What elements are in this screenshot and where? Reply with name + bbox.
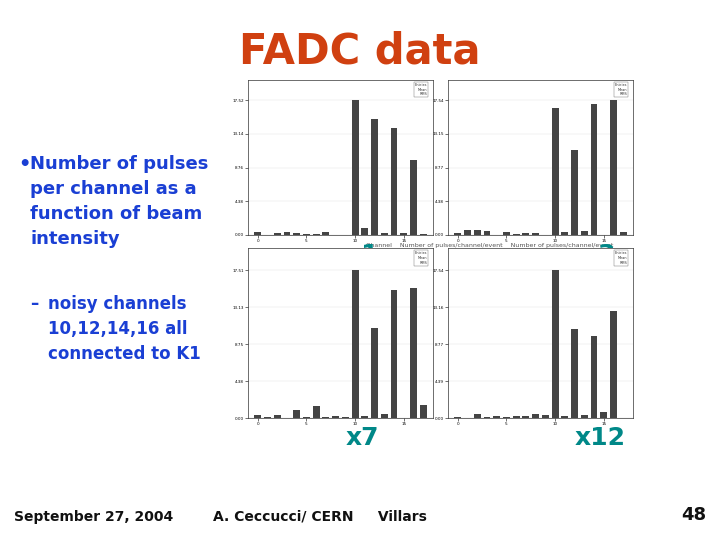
Text: –: – [30,295,38,313]
Bar [484,231,490,235]
Bar [342,417,348,418]
Bar [562,416,568,418]
Bar [542,415,549,418]
Bar [620,232,626,235]
Bar [284,232,290,235]
Bar [571,151,578,235]
Bar [361,416,368,418]
Bar [372,118,378,235]
Bar [552,270,559,418]
Bar [420,234,427,235]
Bar [264,417,271,418]
Bar [400,233,408,235]
Bar [474,230,481,235]
Bar [323,232,329,235]
Bar [474,414,481,418]
Bar [581,415,588,418]
Bar [513,416,520,418]
Text: Entries
Mean
RMS: Entries Mean RMS [615,252,627,265]
Bar [493,416,500,418]
Bar [351,100,359,235]
Text: Entries
Mean
RMS: Entries Mean RMS [415,83,428,96]
Bar [590,336,598,418]
Bar [523,233,529,235]
Bar [410,288,417,418]
Bar [571,329,578,418]
Text: x3: x3 [583,243,616,267]
Bar [600,412,607,418]
Bar [552,108,559,235]
Text: Entries
Mean
RMS: Entries Mean RMS [615,83,627,96]
Bar [351,270,359,418]
Text: Channel    Number of pulses/channel/event    Number of pulses/channel/event: Channel Number of pulses/channel/event N… [366,243,613,248]
Bar [293,410,300,418]
Bar [484,417,490,418]
Bar [312,406,320,418]
Bar [503,417,510,418]
Text: x1: x1 [346,243,379,267]
Bar [464,230,471,235]
Bar [610,311,617,418]
Bar [532,233,539,235]
Bar [503,232,510,235]
Text: September 27, 2004: September 27, 2004 [14,510,174,524]
Bar [590,104,598,235]
Text: 48: 48 [681,506,706,524]
Bar [610,100,617,235]
Text: Entries
Mean
RMS: Entries Mean RMS [415,252,428,265]
Bar [454,417,461,418]
Bar [372,328,378,418]
Bar [562,232,568,235]
Text: Number of pulses
per channel as a
function of beam
intensity: Number of pulses per channel as a functi… [30,155,208,248]
Bar [381,414,388,418]
Bar [391,128,397,235]
Bar [454,233,461,235]
Bar [303,234,310,235]
Bar [274,233,281,235]
Bar [410,160,417,235]
Text: •: • [18,155,30,174]
Text: FADC data: FADC data [239,30,481,72]
Bar [303,417,310,418]
Bar [381,233,388,235]
Bar [323,417,329,418]
Bar [513,234,520,235]
Bar [420,405,427,418]
Text: A. Ceccucci/ CERN     Villars: A. Ceccucci/ CERN Villars [213,510,427,524]
Text: noisy channels
10,12,14,16 all
connected to K1: noisy channels 10,12,14,16 all connected… [48,295,201,363]
Bar [274,415,281,418]
Bar [254,232,261,235]
Bar [581,231,588,235]
Bar [254,415,261,418]
Text: x12: x12 [575,426,625,450]
Text: x7: x7 [346,426,379,450]
Bar [532,414,539,418]
Bar [293,233,300,235]
Bar [391,291,397,418]
Bar [361,228,368,235]
Bar [332,416,339,418]
Bar [523,415,529,418]
